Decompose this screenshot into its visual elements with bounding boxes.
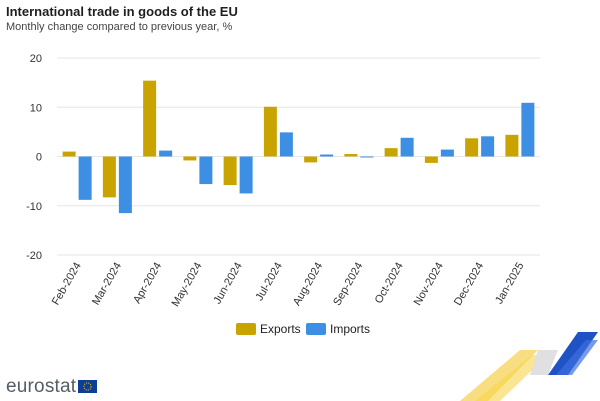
chart-subtitle: Monthly change compared to previous year… — [6, 21, 233, 33]
x-tick-label: Apr-2024 — [131, 261, 164, 306]
eu-flag-icon — [78, 380, 97, 393]
x-tick-label: Sep-2024 — [331, 261, 365, 308]
bar-exports-sep-2024[interactable] — [344, 154, 358, 157]
bar-exports-jul-2024[interactable] — [263, 106, 277, 157]
eurostat-logo: eurostat — [6, 376, 77, 397]
decorative-ribbon-graphic — [460, 332, 598, 401]
x-axis-ticks: Feb-2024 Mar-2024 Apr-2024 May-2024 Jun-2024… — [50, 261, 527, 309]
bar-imports-feb-2024[interactable] — [78, 156, 92, 200]
x-tick-label: May-2024 — [170, 261, 205, 309]
bar-exports-dec-2024[interactable] — [465, 138, 479, 157]
chart-title: International trade in goods of the EU — [6, 4, 238, 19]
legend-swatch-imports[interactable] — [306, 323, 326, 335]
bar-imports-jul-2024[interactable] — [279, 132, 293, 157]
bar-exports-may-2024[interactable] — [183, 156, 197, 161]
x-tick-label: Jan-2025 — [493, 261, 526, 307]
bar-imports-may-2024[interactable] — [199, 156, 213, 185]
bar-exports-jun-2024[interactable] — [223, 156, 237, 186]
bar-exports-aug-2024[interactable] — [304, 156, 318, 163]
x-tick-label: Mar-2024 — [90, 261, 124, 308]
x-tick-label: Aug-2024 — [291, 261, 325, 308]
y-tick-label: 0 — [36, 152, 42, 164]
bar-exports-nov-2024[interactable] — [424, 156, 438, 163]
bar-imports-mar-2024[interactable] — [118, 156, 132, 214]
bar-imports-nov-2024[interactable] — [440, 149, 454, 157]
bar-exports-oct-2024[interactable] — [384, 148, 398, 157]
bar-imports-dec-2024[interactable] — [481, 136, 495, 157]
x-tick-label: Jun-2024 — [211, 261, 244, 307]
legend-swatch-exports[interactable] — [236, 323, 256, 335]
y-axis-ticks: 20 10 0 -10 -20 — [26, 53, 42, 262]
y-tick-label: 10 — [30, 102, 42, 114]
y-tick-label: 20 — [30, 53, 42, 65]
bar-imports-jun-2024[interactable] — [239, 156, 253, 194]
y-tick-label: -20 — [26, 250, 42, 262]
bar-exports-mar-2024[interactable] — [102, 156, 116, 198]
bar-imports-sep-2024[interactable] — [360, 156, 374, 158]
y-tick-label: -10 — [26, 201, 42, 213]
gridlines — [57, 57, 540, 256]
x-tick-label: Nov-2024 — [412, 261, 446, 308]
bar-exports-jan-2025[interactable] — [505, 134, 519, 157]
bar-imports-aug-2024[interactable] — [320, 154, 334, 157]
x-tick-label: Dec-2024 — [452, 261, 486, 308]
legend-label-imports[interactable]: Imports — [330, 322, 370, 336]
bar-imports-oct-2024[interactable] — [400, 137, 414, 157]
bar-series — [62, 80, 535, 214]
x-tick-label: Feb-2024 — [50, 261, 84, 308]
x-tick-label: Jul-2024 — [253, 261, 284, 304]
bar-exports-feb-2024[interactable] — [62, 151, 76, 157]
legend[interactable]: Exports Imports — [236, 322, 370, 336]
x-tick-label: Oct-2024 — [373, 261, 406, 306]
bar-exports-apr-2024[interactable] — [143, 80, 157, 157]
bar-imports-apr-2024[interactable] — [159, 150, 173, 157]
bar-imports-jan-2025[interactable] — [521, 102, 535, 157]
legend-label-exports[interactable]: Exports — [260, 322, 301, 336]
